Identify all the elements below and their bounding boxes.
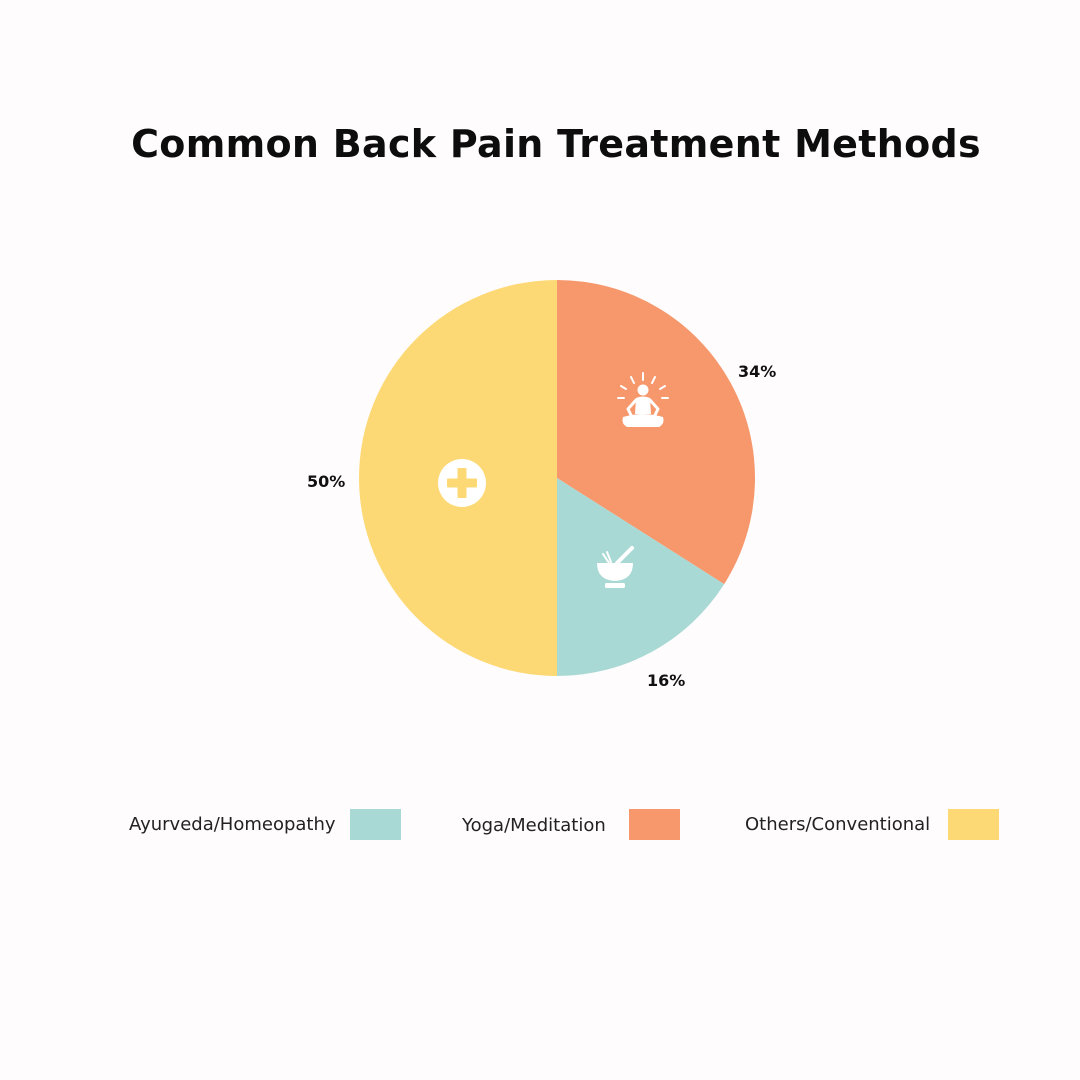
medical-cross-icon [438,459,486,507]
value-label-ayurveda-homeopathy: 16% [647,671,685,690]
legend-swatch-ayurveda-homeopathy [350,809,401,840]
legend-swatch-others-conventional [948,809,999,840]
mortar-pestle-icon [597,546,634,588]
value-label-others-conventional: 50% [307,472,345,491]
legend-label-others-conventional: Others/Conventional [745,814,931,835]
chart-title: Common Back Pain Treatment Methods [131,122,981,166]
value-label-yoga-meditation: 34% [738,362,776,381]
meditation-icon [617,372,669,427]
pie-slice-ayurveda-homeopathy [557,478,725,676]
legend-label-ayurveda-homeopathy: Ayurveda/Homeopathy [129,814,336,835]
legend-label-yoga-meditation: Yoga/Meditation [462,815,606,836]
legend-swatch-yoga-meditation [629,809,680,840]
pie-slice-yoga-meditation [557,280,756,585]
